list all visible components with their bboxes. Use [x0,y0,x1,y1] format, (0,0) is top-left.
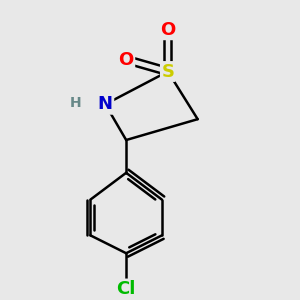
Text: S: S [161,62,174,80]
Text: H: H [70,96,81,110]
Text: N: N [98,95,113,113]
Text: O: O [118,51,134,69]
Text: O: O [160,21,176,39]
Text: Cl: Cl [116,280,136,298]
